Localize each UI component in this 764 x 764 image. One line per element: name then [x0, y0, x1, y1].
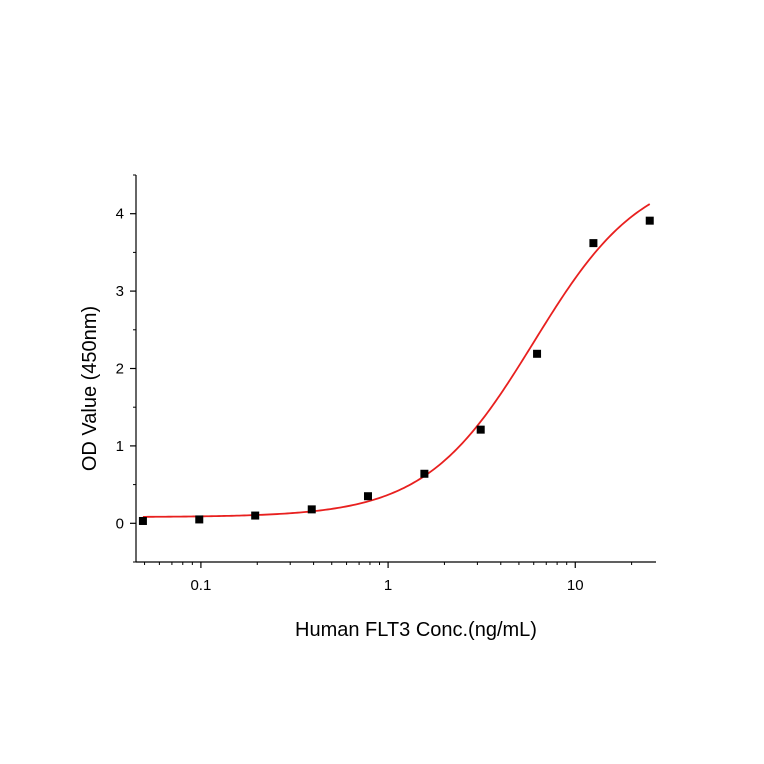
data-point — [645, 216, 654, 225]
x-axis-title: Human FLT3 Conc.(ng/mL) — [295, 619, 537, 641]
x-tick-label: 1 — [384, 577, 392, 594]
x-tick-label: 10 — [567, 577, 584, 594]
fit-curve — [142, 203, 651, 518]
y-tick-label: 4 — [116, 206, 124, 223]
y-axis-title: OD Value (450nm) — [79, 306, 101, 471]
data-point — [476, 425, 485, 434]
data-point — [195, 515, 204, 524]
data-point — [251, 511, 260, 520]
y-tick-label: 3 — [116, 283, 124, 300]
data-point — [533, 349, 542, 358]
data-point — [363, 492, 372, 501]
y-tick-label: 0 — [116, 515, 124, 532]
y-tick-label: 1 — [116, 438, 124, 455]
y-ticks: 0 1 2 3 4 — [116, 174, 136, 563]
data-point — [420, 469, 429, 478]
data-point — [307, 505, 316, 514]
x-tick-label: 0.1 — [190, 577, 211, 594]
y-tick-label: 2 — [116, 361, 124, 378]
data-point — [589, 239, 598, 248]
data-point — [138, 516, 147, 525]
x-ticks: 0.1 1 10 — [144, 562, 633, 594]
data-points — [138, 216, 654, 525]
